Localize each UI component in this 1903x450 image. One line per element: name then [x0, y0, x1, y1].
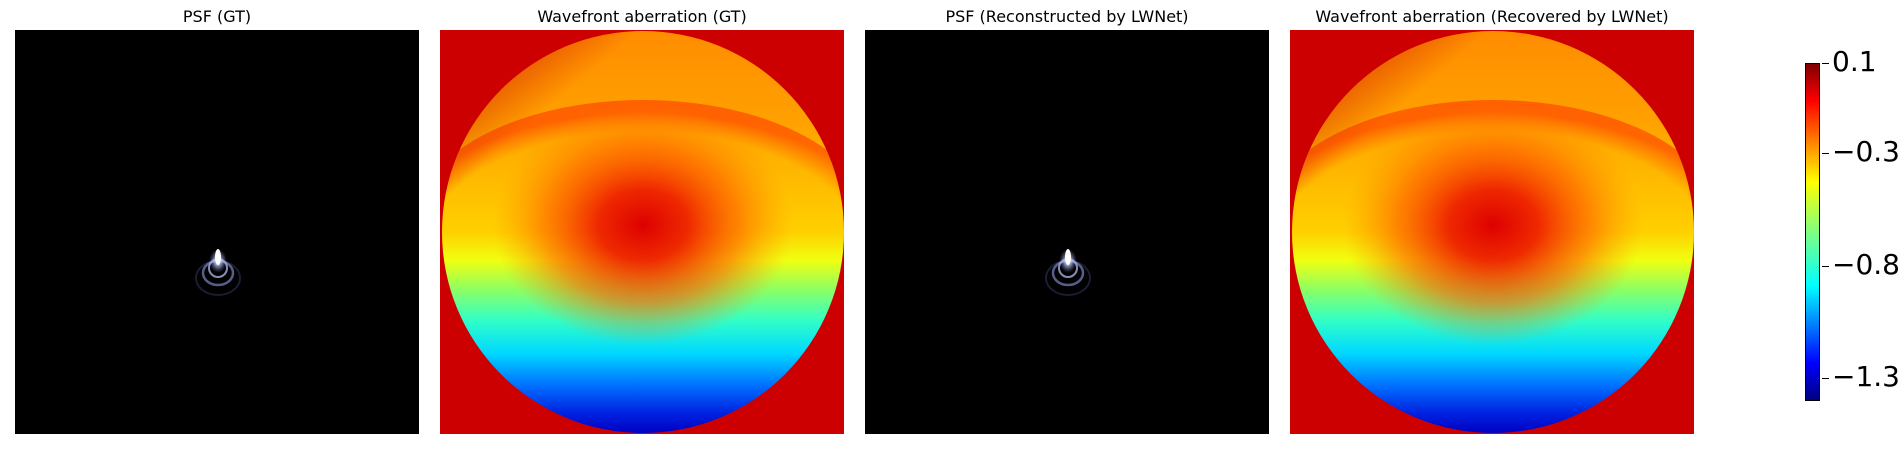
colorbar-tick-label: −0.8: [1832, 248, 1900, 281]
panel-title-wavefront-gt: Wavefront aberration (GT): [537, 7, 747, 26]
wavefront-gt-image: [440, 30, 844, 434]
panel-title-psf-gt: PSF (GT): [182, 7, 252, 26]
colorbar-tick-label: −0.3: [1832, 135, 1900, 168]
colorbar: [1805, 63, 1820, 401]
psf-gt-image: [15, 30, 419, 434]
psf-reconstructed-image: [865, 30, 1269, 434]
panel-title-psf-reconstructed: PSF (Reconstructed by LWNet): [945, 7, 1189, 26]
wavefront-gt-panel: [440, 30, 844, 434]
colorbar-tick: [1822, 153, 1829, 154]
panel-title-wavefront-recovered: Wavefront aberration (Recovered by LWNet…: [1315, 7, 1669, 26]
colorbar-tick: [1822, 266, 1829, 267]
colorbar-tick: [1822, 378, 1829, 379]
colorbar-tick-label: 0.1: [1832, 45, 1877, 78]
colorbar-tick-label: −1.3: [1832, 360, 1900, 393]
colorbar-tick: [1822, 63, 1829, 64]
wavefront-recovered-image: [1290, 30, 1694, 434]
wavefront-recovered-panel: [1290, 30, 1694, 434]
psf-gt-panel: [15, 30, 419, 434]
psf-reconstructed-panel: [865, 30, 1269, 434]
